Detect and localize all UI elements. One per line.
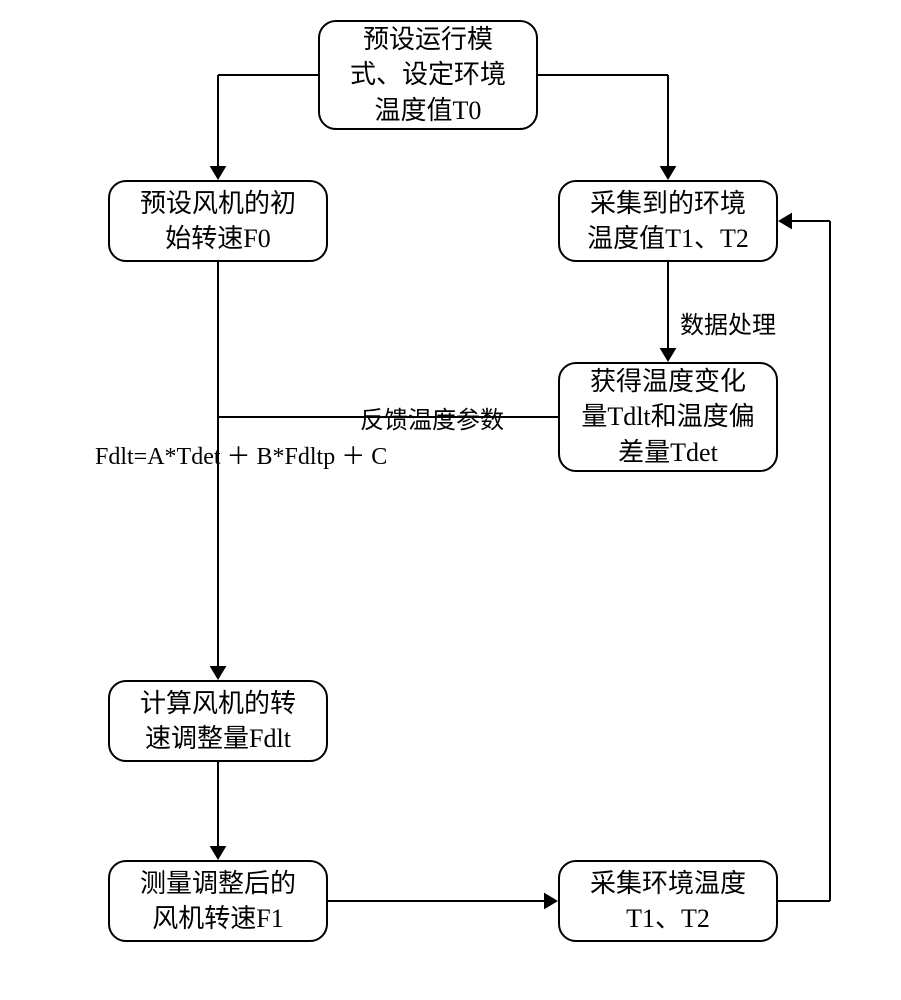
node-sample-env-temp: 采集环境温度T1、T2 (558, 860, 778, 942)
node-measure-fan-speed: 测量调整后的风机转速F1 (108, 860, 328, 942)
node-text: 采集环境温度T1、T2 (590, 866, 746, 936)
edges-layer (0, 0, 901, 1000)
node-calc-fan-adjust: 计算风机的转速调整量Fdlt (108, 680, 328, 762)
node-text: 预设风机的初始转速F0 (140, 186, 296, 256)
label-feedback-temp: 反馈温度参数 (360, 400, 504, 435)
node-preset-fan-speed: 预设风机的初始转速F0 (108, 180, 328, 262)
node-text: 采集到的环境温度值T1、T2 (587, 186, 749, 256)
node-text: 获得温度变化量Tdlt和温度偏差量Tdet (581, 364, 754, 469)
label-formula: Fdlt=A*Tdet ＋ B*Fdltp ＋ C (95, 436, 387, 471)
node-text: 计算风机的转速调整量Fdlt (140, 686, 296, 756)
node-text: 测量调整后的风机转速F1 (140, 866, 296, 936)
node-collected-temps: 采集到的环境温度值T1、T2 (558, 180, 778, 262)
node-preset-mode: 预设运行模式、设定环境温度值T0 (318, 20, 538, 130)
node-text: 预设运行模式、设定环境温度值T0 (350, 22, 506, 127)
node-derive-temp-delta: 获得温度变化量Tdlt和温度偏差量Tdet (558, 362, 778, 472)
label-data-processing: 数据处理 (680, 305, 776, 340)
